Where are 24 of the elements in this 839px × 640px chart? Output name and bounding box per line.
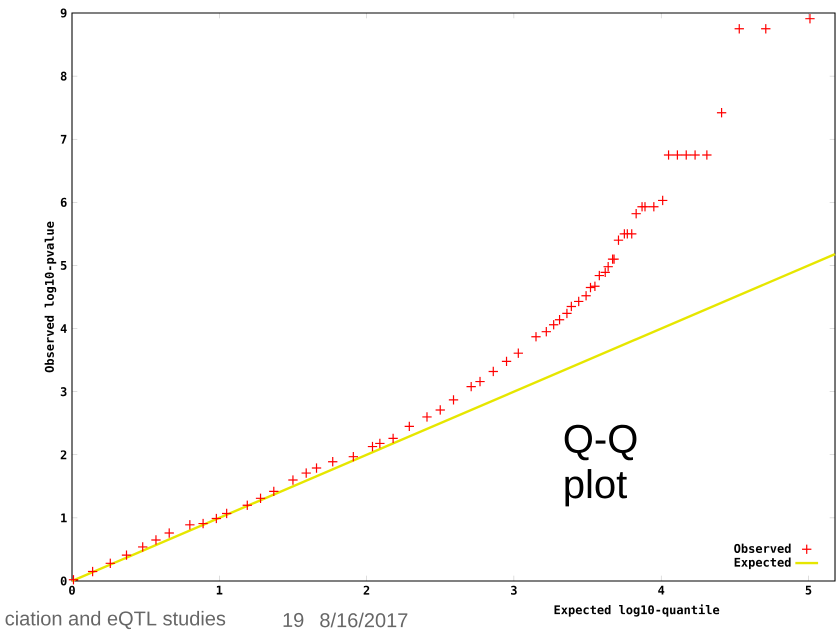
- y-tick-label: 1: [61, 514, 67, 522]
- y-tick-label: 4: [60, 324, 67, 333]
- x-tick-label: 0: [69, 586, 75, 595]
- text: 19: [284, 612, 304, 628]
- y-tick-label: 5: [60, 260, 66, 270]
- x-tick-label: 4: [658, 586, 664, 594]
- text: ciation and eQTL studies: [6, 610, 226, 630]
- legend-label: Expected: [734, 557, 791, 570]
- annotation: Q-Q plot: [564, 424, 636, 506]
- x-tick-label: 3: [511, 586, 517, 595]
- y-tick-label: 9: [60, 8, 67, 18]
- x-tick-label: 2: [364, 586, 370, 595]
- legend-label: Observed: [734, 544, 791, 553]
- x-axis-title: Expected log10-quantile: [554, 604, 720, 617]
- y-tick-label: 2: [60, 450, 66, 460]
- text: 8/16/2017: [320, 612, 408, 628]
- x-tick-label: 1: [216, 586, 222, 594]
- y-tick-label: 7: [60, 134, 66, 144]
- y-tick-label: 8: [60, 72, 67, 81]
- y-tick-label: 6: [60, 198, 67, 207]
- y-tick-label: 3: [60, 387, 67, 396]
- y-tick-label: 0: [60, 576, 67, 586]
- x-tick-label: 5: [806, 586, 812, 595]
- y-axis-title: Observed log10-pvalue: [44, 222, 56, 372]
